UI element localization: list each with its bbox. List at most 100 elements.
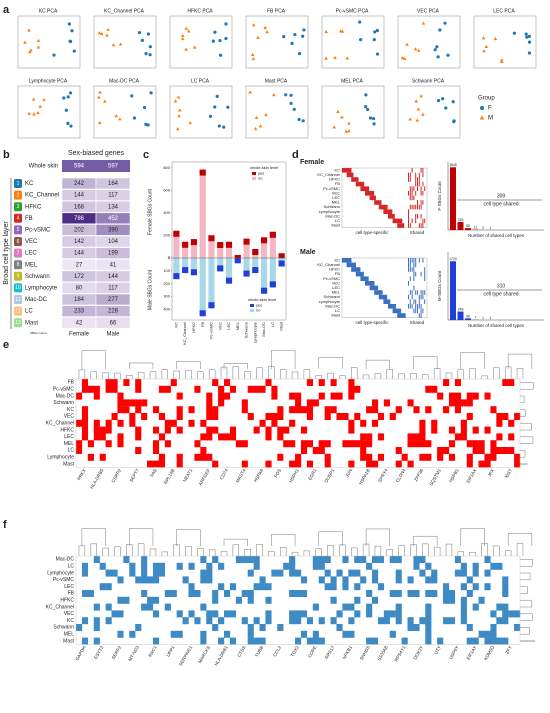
heat-cell	[212, 406, 219, 414]
row-badge	[14, 271, 22, 281]
heat-cell	[431, 569, 438, 577]
pca-point-f	[512, 31, 516, 35]
heat-cell	[164, 603, 171, 611]
heat-cell	[99, 426, 106, 434]
heat-cell	[200, 603, 207, 611]
heat-cell	[99, 562, 106, 570]
heat-cell	[490, 637, 497, 645]
heat-cell	[395, 610, 402, 618]
column-label: Male	[106, 332, 120, 338]
heat-cell	[448, 596, 456, 604]
heat-cell	[342, 603, 349, 611]
heat-cell	[466, 590, 473, 597]
y-tick-label: 0	[168, 255, 171, 260]
heat-cell	[342, 576, 349, 584]
plot-frame	[171, 161, 287, 321]
heat-shared	[408, 214, 409, 219]
heat-cell	[443, 406, 450, 414]
heat-cell	[348, 379, 355, 386]
heat-cell	[93, 385, 100, 393]
pca-point-f	[443, 21, 447, 25]
heat-cell	[164, 440, 171, 448]
pca-point-f	[364, 93, 368, 97]
bar-label: 1	[482, 316, 484, 320]
heat-cell	[135, 399, 142, 407]
heat-cell	[117, 610, 124, 618]
heat-cell	[407, 399, 414, 407]
heat-cell	[176, 453, 183, 461]
heat-cell	[312, 556, 319, 563]
heat-cell	[348, 440, 355, 448]
pca-point-f	[436, 55, 440, 59]
heat-cell	[372, 419, 379, 427]
pca-point-m	[258, 124, 263, 128]
heat-cell	[259, 624, 266, 631]
heat-cell	[152, 610, 160, 618]
heat-shared	[415, 308, 417, 314]
heat-cell	[253, 385, 260, 393]
pca-point-m	[98, 90, 102, 94]
heat-cell	[277, 426, 284, 434]
heat-cell	[389, 610, 396, 618]
male-bar-top	[208, 302, 215, 309]
heat-cell	[259, 385, 266, 393]
legend-label: F	[488, 106, 492, 112]
table-title: Sex-biased genes	[68, 150, 125, 157]
heat-shared	[409, 195, 411, 201]
heat-cell	[354, 569, 361, 577]
heat-cell	[206, 610, 213, 618]
pca-point-f	[290, 41, 294, 45]
pca-point-f	[144, 122, 148, 126]
heat-cell	[508, 379, 515, 386]
heat-cell	[407, 617, 414, 625]
heat-cell	[508, 433, 515, 441]
hist-bar	[465, 228, 471, 230]
heat-block	[378, 294, 388, 300]
heat-cell	[176, 413, 183, 420]
pca-title: Mac-DC PCA	[109, 78, 140, 84]
heat-cell	[259, 637, 266, 645]
legend-label: M	[488, 116, 493, 122]
female-bar-top	[225, 241, 233, 248]
heat-cell	[377, 617, 385, 625]
pca-point-f	[451, 100, 455, 104]
pca-title: Lymphocyte PCA	[29, 78, 68, 84]
heat-cell	[496, 447, 503, 454]
heat-shared	[409, 172, 411, 178]
female-bar-top	[234, 254, 241, 258]
row-badge	[14, 237, 22, 246]
legend-swatch	[250, 304, 254, 307]
heat-shared	[409, 177, 411, 182]
heat-x-label: cell type-specific	[355, 230, 389, 235]
heat-cell	[431, 385, 438, 393]
heat-cell	[377, 556, 385, 563]
heat-cell	[395, 603, 402, 611]
heat-shared	[415, 181, 417, 187]
pca-point-m	[499, 59, 504, 63]
heat-row-label: MEL	[332, 200, 341, 205]
heat-cell	[176, 630, 183, 638]
female-bar	[217, 242, 224, 258]
hist-bar	[465, 318, 471, 320]
heat-cell	[472, 583, 479, 591]
heat-shared	[420, 313, 422, 318]
heat-cell	[454, 392, 461, 400]
heat-cell	[229, 433, 237, 441]
heat-cell	[224, 392, 231, 400]
heat-shared	[409, 276, 411, 281]
heat-shared	[420, 204, 422, 210]
male-bar-top	[234, 258, 241, 264]
heat-cell	[295, 453, 302, 461]
heat-cell	[419, 569, 426, 577]
heat-cell	[93, 556, 100, 563]
heat-cell	[147, 603, 154, 611]
heat-cell	[443, 596, 450, 604]
heat-shared	[408, 191, 409, 196]
heat-shared	[422, 308, 424, 314]
heat-row-label: Lymphocyte	[319, 209, 341, 214]
heat-cell	[200, 453, 207, 461]
y-tick-label: 300	[163, 294, 170, 299]
row-name: LEC	[25, 251, 37, 257]
pca-point-f	[436, 98, 441, 103]
female-bar	[173, 230, 180, 258]
